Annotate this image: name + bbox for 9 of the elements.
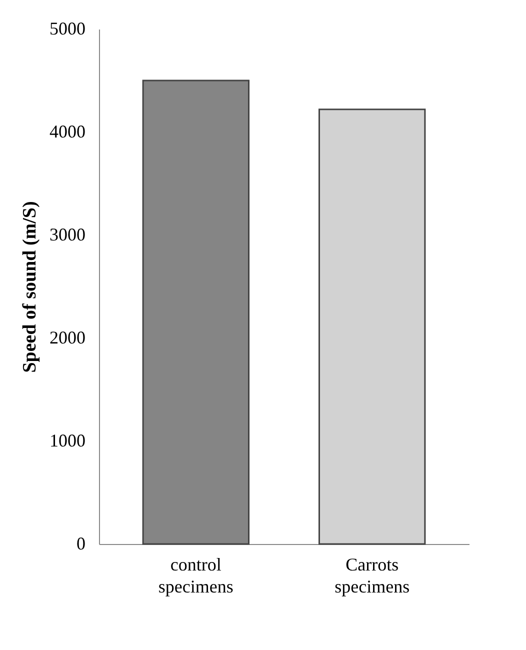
y-axis-title: Speed of sound (m/S) [20,201,40,373]
y-tick-label: 0 [76,534,86,554]
y-tick-label: 4000 [50,122,86,142]
x-tick-label: control specimens [158,554,234,596]
y-tick-label: 5000 [50,18,86,38]
y-tick-label: 2000 [50,328,86,348]
y-tick-label: 1000 [50,430,86,450]
y-tick-label: 3000 [50,224,86,244]
x-tick-label: Carrots specimens [334,554,410,596]
